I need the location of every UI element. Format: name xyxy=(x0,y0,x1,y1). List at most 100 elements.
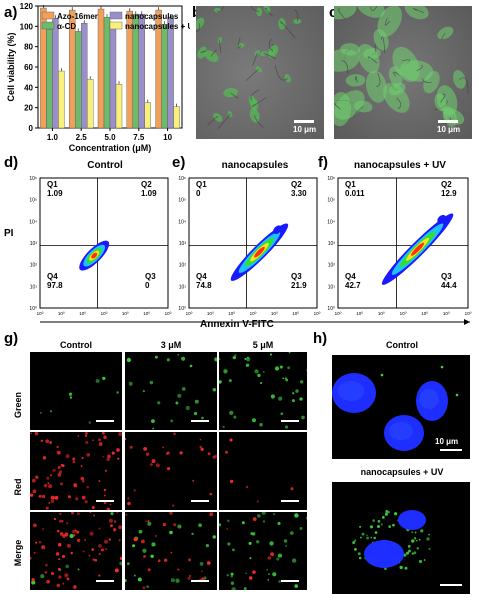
green-spot xyxy=(189,364,193,368)
cell-process xyxy=(207,116,219,126)
confocal-nanocapsules-uv-image xyxy=(332,482,470,594)
green-spot xyxy=(88,421,92,424)
flow-y-tick-label: 10⁴ xyxy=(29,219,37,225)
green-spot xyxy=(399,565,403,570)
green-spot xyxy=(69,533,74,539)
red-spot xyxy=(147,520,150,523)
red-spot xyxy=(60,463,64,467)
red-spot xyxy=(30,432,33,435)
green-spot xyxy=(241,521,245,525)
red-spot xyxy=(45,564,48,567)
red-spot xyxy=(200,447,204,451)
green-spot xyxy=(257,514,261,518)
scale-bar xyxy=(438,120,458,123)
flow-x-tick-label: 10⁰ xyxy=(207,311,214,316)
red-spot xyxy=(41,494,46,499)
green-spot xyxy=(285,378,289,382)
flow-x-tick-label: 10⁰ xyxy=(443,311,450,316)
green-spot xyxy=(406,551,410,555)
microscopy-image-c: 10 μm xyxy=(334,6,472,139)
green-spot xyxy=(440,365,444,369)
green-spot xyxy=(370,536,373,539)
red-spot xyxy=(70,551,73,555)
green-spot xyxy=(212,535,216,539)
scale-bar xyxy=(440,584,462,586)
green-spot xyxy=(137,577,142,582)
red-spot xyxy=(45,506,49,510)
green-spot xyxy=(65,564,69,569)
green-spot xyxy=(230,575,233,578)
red-spot xyxy=(47,482,50,485)
scale-bar xyxy=(191,420,209,422)
y-tick-label: 80 xyxy=(24,43,33,52)
red-spot xyxy=(35,541,38,544)
flow-y-tick-label: 10³ xyxy=(30,241,38,247)
red-spot xyxy=(56,583,61,588)
cell-process xyxy=(217,6,225,13)
green-spot xyxy=(428,533,430,536)
green-spot xyxy=(288,352,291,354)
flow-x-tick-label: 10⁰ xyxy=(421,311,428,316)
green-spot xyxy=(227,519,230,522)
red-spot xyxy=(73,534,76,537)
legend-entry: α-CD xyxy=(57,22,76,31)
cell-process xyxy=(440,93,446,103)
red-spot xyxy=(53,517,57,521)
green-spot xyxy=(372,519,376,523)
green-spot xyxy=(381,515,385,519)
green-spot xyxy=(299,527,303,530)
cell xyxy=(223,88,238,98)
bar xyxy=(109,26,117,129)
column-label-control: Control xyxy=(60,340,92,350)
red-spot xyxy=(92,439,94,442)
green-spot xyxy=(68,392,73,396)
red-spot xyxy=(81,479,85,483)
cell xyxy=(334,6,357,20)
scale-bar xyxy=(191,500,209,502)
red-spot xyxy=(65,454,70,459)
q3-label: Q3 0 xyxy=(145,272,156,290)
green-spot xyxy=(280,412,284,416)
row-label-merge: Merge xyxy=(13,539,23,567)
green-spot xyxy=(49,410,53,413)
red-spot xyxy=(209,492,213,496)
green-spot xyxy=(262,370,265,373)
scale-bar xyxy=(96,580,114,582)
red-spot xyxy=(58,519,63,523)
green-spot xyxy=(376,525,380,529)
green-spot xyxy=(369,525,374,529)
red-spot xyxy=(66,577,70,581)
red-spot xyxy=(252,517,257,521)
green-spot xyxy=(284,425,289,429)
green-spot xyxy=(358,556,362,560)
cell-process xyxy=(251,97,267,107)
flow-title-control: Control xyxy=(87,160,123,171)
q2-label: Q2 3.30 xyxy=(291,180,307,198)
red-spot xyxy=(109,503,112,506)
flow-x-tick-label: 10⁰ xyxy=(186,311,193,316)
red-spot xyxy=(89,531,94,536)
green-spot xyxy=(357,552,361,556)
green-spot xyxy=(290,531,294,535)
panel-f-label: f) xyxy=(318,154,328,171)
red-spot xyxy=(35,475,39,479)
red-spot xyxy=(226,528,229,530)
nucleus-texture xyxy=(389,422,413,440)
green-spot xyxy=(177,393,182,398)
green-spot xyxy=(366,534,368,537)
red-spot xyxy=(143,446,148,451)
green-spot xyxy=(393,512,398,516)
green-spot xyxy=(40,574,45,579)
flow-y-tick-label: 10² xyxy=(328,263,336,269)
bar xyxy=(115,84,123,129)
red-spot xyxy=(33,551,36,554)
green-spot xyxy=(294,513,299,518)
red-spot xyxy=(77,435,80,437)
x-axis-label: Concentration (μM) xyxy=(69,143,152,153)
flow-y-tick-label: 10⁵ xyxy=(178,198,186,204)
green-spot xyxy=(154,355,158,359)
red-spot xyxy=(118,539,121,542)
red-spot xyxy=(103,435,107,439)
cell xyxy=(423,71,440,94)
red-spot xyxy=(229,438,233,442)
